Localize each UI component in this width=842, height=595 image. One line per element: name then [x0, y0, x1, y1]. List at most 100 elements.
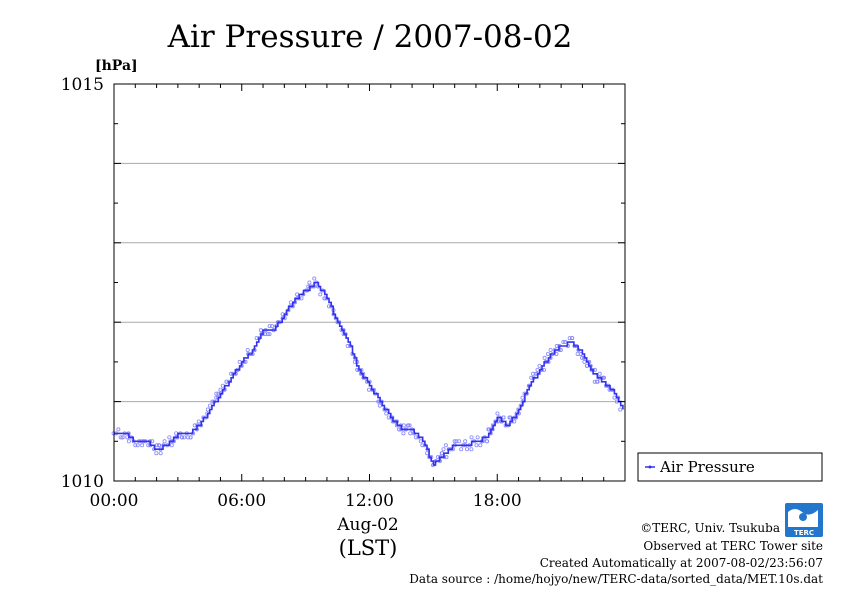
data-point: [196, 419, 201, 424]
data-point: [265, 332, 270, 337]
data-point: [116, 427, 121, 432]
data-point: [567, 336, 572, 341]
data-point: [408, 431, 413, 436]
data-point: [401, 423, 406, 428]
data-point: [133, 443, 138, 448]
data-point: [288, 300, 293, 305]
data-point: [420, 443, 425, 448]
data-point: [485, 439, 490, 444]
data-point: [413, 435, 418, 440]
data-point: [486, 427, 491, 432]
data-point: [469, 435, 474, 440]
data-point: [322, 296, 327, 301]
series-line-air-pressure: [114, 281, 624, 466]
data-point: [475, 435, 480, 440]
data-point: [612, 395, 617, 400]
data-point: [258, 328, 263, 333]
data-point: [545, 351, 550, 356]
data-point: [459, 447, 464, 452]
data-point: [469, 447, 474, 452]
plot-frame: [113, 83, 626, 482]
data-point: [156, 443, 161, 448]
data-point: [224, 379, 229, 384]
legend: Air Pressure: [637, 452, 823, 482]
data-point: [535, 367, 540, 372]
data-point: [443, 443, 448, 448]
grid-lines: [114, 162, 625, 403]
data-point: [542, 355, 547, 360]
data-point: [501, 415, 506, 420]
data-point: [205, 407, 210, 412]
data-point: [345, 344, 350, 349]
data-point: [318, 292, 323, 297]
data-point: [595, 379, 600, 384]
series-line-layer: [114, 281, 624, 466]
data-point: [140, 443, 145, 448]
data-point: [454, 439, 459, 444]
x-tick-label: 06:00: [217, 491, 266, 511]
axis-ticks: 1010 1015 00:00 06:00 12:00 18:00: [61, 75, 626, 511]
plot-area-border: [113, 83, 626, 482]
footer-copyright: ©TERC, Univ. Tsukuba: [640, 521, 780, 535]
data-point: [126, 439, 131, 444]
data-point: [407, 423, 412, 428]
data-point: [185, 435, 190, 440]
y-tick-label: 1015: [61, 75, 104, 95]
data-point: [401, 431, 406, 436]
y-tick-label: 1010: [61, 472, 104, 492]
data-point: [441, 447, 446, 452]
data-point: [154, 451, 159, 456]
data-point: [270, 324, 275, 329]
x-tick-label: 12:00: [345, 491, 394, 511]
data-point: [474, 443, 479, 448]
data-scatter: [111, 276, 623, 468]
data-point: [582, 359, 587, 364]
data-point: [531, 371, 536, 376]
logo-text: TERC: [794, 529, 814, 537]
data-point: [237, 359, 242, 364]
data-point: [495, 411, 500, 416]
data-point: [425, 451, 430, 456]
data-point: [154, 443, 159, 448]
data-point: [452, 439, 457, 444]
y-axis-unit-label: [hPa]: [95, 58, 138, 74]
data-point: [520, 395, 525, 400]
data-point: [158, 451, 163, 456]
data-point: [465, 447, 470, 452]
data-point: [444, 455, 449, 460]
legend-box: [637, 452, 823, 482]
footer-observed: Observed at TERC Tower site: [643, 539, 823, 553]
data-point: [267, 324, 272, 329]
data-point: [597, 371, 602, 376]
data-point: [312, 276, 317, 281]
data-point: [295, 292, 300, 297]
data-point: [120, 435, 125, 440]
data-point: [384, 411, 389, 416]
data-point: [457, 439, 462, 444]
data-point: [307, 280, 312, 285]
footer-source: Data source : /home/hojyo/new/TERC-data/…: [409, 572, 823, 586]
chart-title: Air Pressure / 2007-08-02: [167, 19, 573, 55]
data-point: [537, 363, 542, 368]
data-point: [118, 435, 123, 440]
data-point: [299, 296, 304, 301]
x-axis-date-label: Aug-02: [336, 515, 398, 535]
data-point: [618, 407, 623, 412]
data-point: [162, 439, 167, 444]
footer-created: Created Automatically at 2007-08-02/23:5…: [540, 556, 823, 570]
data-point: [570, 336, 575, 341]
data-point: [135, 443, 140, 448]
data-point: [245, 347, 250, 352]
data-point: [366, 387, 371, 392]
legend-label: Air Pressure: [659, 458, 755, 476]
data-point: [167, 435, 172, 440]
data-point: [377, 403, 382, 408]
data-point: [463, 439, 468, 444]
x-tick-label: 18:00: [473, 491, 522, 511]
data-point: [478, 443, 483, 448]
data-point: [561, 340, 566, 345]
data-point: [214, 391, 219, 396]
data-point: [182, 435, 187, 440]
logo-drop-shape: [799, 513, 807, 521]
